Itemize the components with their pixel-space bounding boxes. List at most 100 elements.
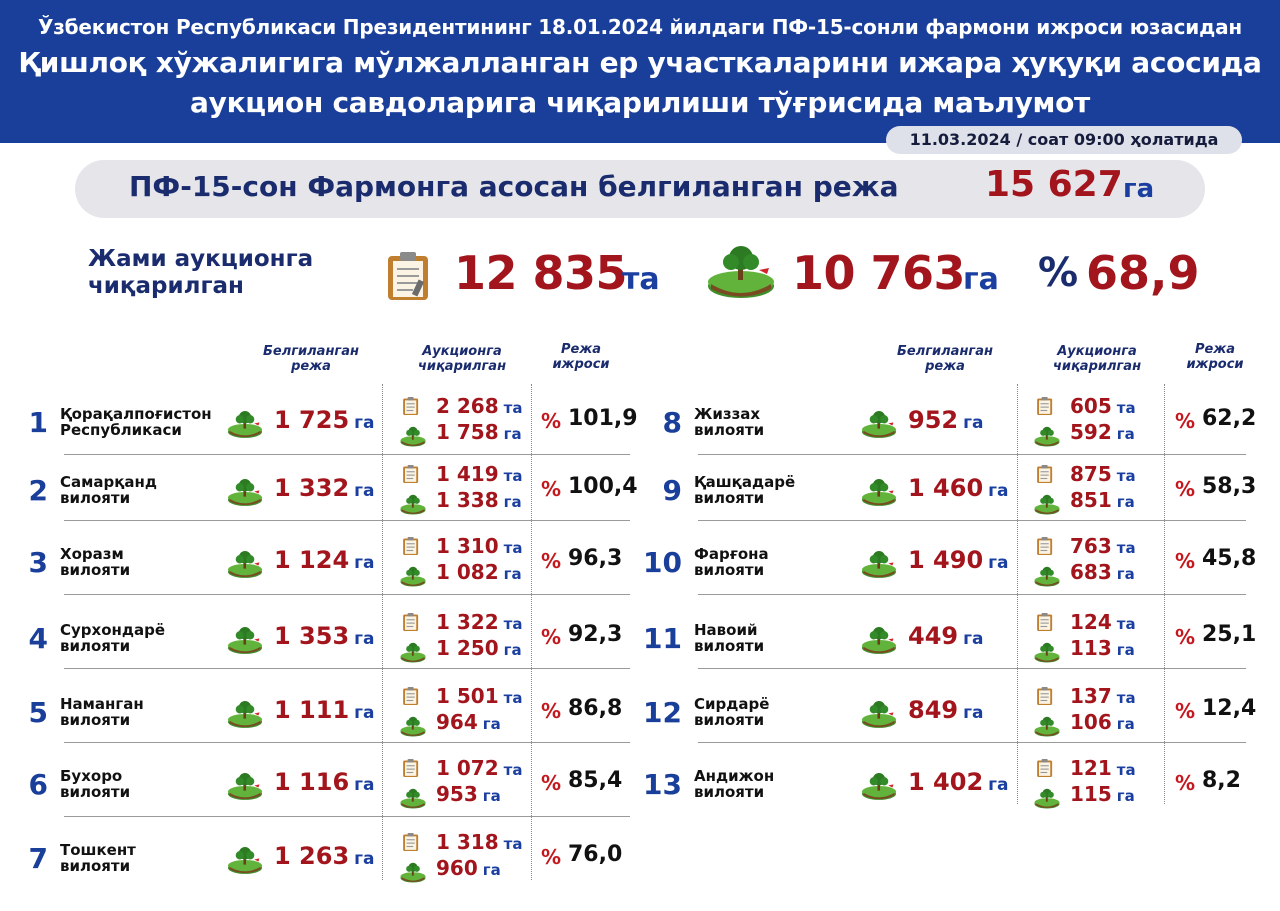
header-line-3: аукцион савдоларига чиқарилиши тўғрисида…	[190, 86, 1090, 119]
region-area-unit: га	[1116, 641, 1135, 659]
region-auctioned: 121 та	[1070, 756, 1136, 780]
region-auctioned: 1 310 та	[436, 534, 522, 558]
region-area: 683 га	[1070, 560, 1135, 584]
region-plan-unit: га	[963, 629, 984, 649]
region-name-line-2: вилояти	[60, 783, 131, 801]
land-plot-icon	[859, 410, 899, 444]
column-separator	[531, 384, 532, 880]
region-area-unit: га	[1116, 493, 1135, 511]
region-name: Сурхондарё вилояти	[60, 622, 220, 654]
region-auctioned: 605 та	[1070, 394, 1136, 418]
region-area-unit: га	[503, 641, 522, 659]
region-row: 5 Наманган вилояти 1 111 га 1 501 та 964 га% 86,8	[0, 682, 640, 756]
region-row: 4 Сурхондарё вилояти 1 353 га 1 322 та 1 250 га%…	[0, 608, 640, 682]
col-header-plan-right-line-2: режа	[925, 359, 965, 374]
region-plan: 1 116 га	[274, 768, 375, 796]
region-area-unit: га	[1116, 425, 1135, 443]
region-area-value: 851	[1070, 488, 1112, 512]
region-name-line-2: вилояти	[60, 637, 131, 655]
percent-symbol: %	[1175, 771, 1196, 795]
region-number: 1	[28, 406, 48, 439]
region-plan-value: 1 263	[274, 842, 350, 870]
land-plot-icon	[1033, 426, 1061, 452]
region-name: Тошкент вилояти	[60, 842, 220, 874]
region-plan-value: 1 402	[908, 768, 984, 796]
land-plot-icon	[705, 244, 777, 306]
region-row: 9 Қашқадарё вилояти 1 460 га 875 та 851 га% 58,3	[634, 460, 1274, 534]
region-row: 3 Хоразм вилояти 1 124 га 1 310 та 1 082 га% 96,3	[0, 532, 640, 606]
land-plot-icon	[1033, 566, 1061, 592]
region-area-value: 964	[436, 710, 478, 734]
region-auctioned-unit: та	[503, 467, 523, 485]
region-name-line-1: Хоразм	[60, 545, 124, 563]
land-plot-icon	[859, 626, 899, 660]
region-row: 13 Андижон вилояти 1 402 га 121 та 115 га% 8,2	[634, 754, 1274, 828]
region-area-unit: га	[503, 425, 522, 443]
region-auctioned: 763 та	[1070, 534, 1136, 558]
region-name: Жиззах вилояти	[694, 406, 854, 438]
clipboard-icon	[402, 686, 420, 710]
region-name: Қорақалпоғистон Республикаси	[60, 406, 220, 438]
region-name-line-1: Қашқадарё	[694, 473, 796, 491]
region-name: Андижон вилояти	[694, 768, 854, 800]
region-name-line-1: Бухоро	[60, 767, 123, 785]
region-plan-unit: га	[354, 629, 375, 649]
region-name-line-1: Самарқанд	[60, 473, 158, 491]
region-percent: 100,4	[568, 474, 638, 499]
region-auctioned-unit: та	[1116, 689, 1136, 707]
region-auctioned: 1 501 та	[436, 684, 522, 708]
region-row: 2 Самарқанд вилояти 1 332 га 1 419 та 1 338 га% 1…	[0, 460, 640, 534]
row-separator	[64, 668, 630, 669]
region-name-line-2: вилояти	[60, 857, 131, 875]
col-header-plan-right-line-1: Белгиланган	[897, 344, 993, 359]
region-name-line-1: Қорақалпоғистон	[60, 405, 212, 423]
region-auctioned-value: 124	[1070, 610, 1112, 634]
region-plan-unit: га	[988, 553, 1009, 573]
region-plan-unit: га	[988, 481, 1009, 501]
col-header-plan-left: Белгиланган режа	[246, 344, 376, 374]
region-plan-value: 952	[908, 406, 959, 434]
percent-symbol: %	[541, 625, 562, 649]
region-name: Қашқадарё вилояти	[694, 474, 854, 506]
region-plan-value: 1 124	[274, 546, 350, 574]
summary-label: Жами аукционга чиқарилган	[88, 246, 313, 300]
region-auctioned-unit: та	[503, 539, 523, 557]
land-plot-icon	[859, 550, 899, 584]
percent-symbol: %	[541, 409, 562, 433]
col-header-auction-right: Аукционга чиқарилган	[1032, 344, 1162, 374]
region-plan-value: 1 490	[908, 546, 984, 574]
region-percent: 25,1	[1202, 622, 1257, 647]
region-plan-value: 1 332	[274, 474, 350, 502]
region-plan: 1 332 га	[274, 474, 375, 502]
region-area-value: 683	[1070, 560, 1112, 584]
region-name: Бухоро вилояти	[60, 768, 220, 800]
land-plot-icon	[1033, 788, 1061, 814]
region-percent: 96,3	[568, 546, 623, 571]
land-plot-icon	[1033, 494, 1061, 520]
region-name-line-2: вилояти	[694, 421, 765, 439]
region-plan-value: 1 725	[274, 406, 350, 434]
region-area-value: 106	[1070, 710, 1112, 734]
percent-symbol: %	[541, 699, 562, 723]
region-row: 12 Сирдарё вилояти 849 га 137 та 106 га% 12,4	[634, 682, 1274, 756]
region-auctioned-value: 605	[1070, 394, 1112, 418]
region-name: Самарқанд вилояти	[60, 474, 220, 506]
region-name-line-2: вилояти	[60, 489, 131, 507]
region-number: 7	[28, 842, 48, 875]
region-auctioned-unit: та	[503, 835, 523, 853]
region-percent: 92,3	[568, 622, 623, 647]
region-plan-unit: га	[963, 413, 984, 433]
percent-symbol: %	[1175, 477, 1196, 501]
percent-symbol: %	[541, 549, 562, 573]
region-name-line-2: вилояти	[694, 711, 765, 729]
region-area-unit: га	[1116, 787, 1135, 805]
region-name-line-1: Андижон	[694, 767, 775, 785]
clipboard-icon	[402, 464, 420, 488]
date-badge: 11.03.2024 / соат 09:00 ҳолатида	[886, 126, 1242, 154]
land-plot-icon	[225, 846, 265, 880]
region-name: Наманган вилояти	[60, 696, 220, 728]
region-plan-unit: га	[963, 703, 984, 723]
row-separator	[698, 594, 1246, 595]
region-area: 964 га	[436, 710, 501, 734]
region-auctioned-value: 1 322	[436, 610, 499, 634]
